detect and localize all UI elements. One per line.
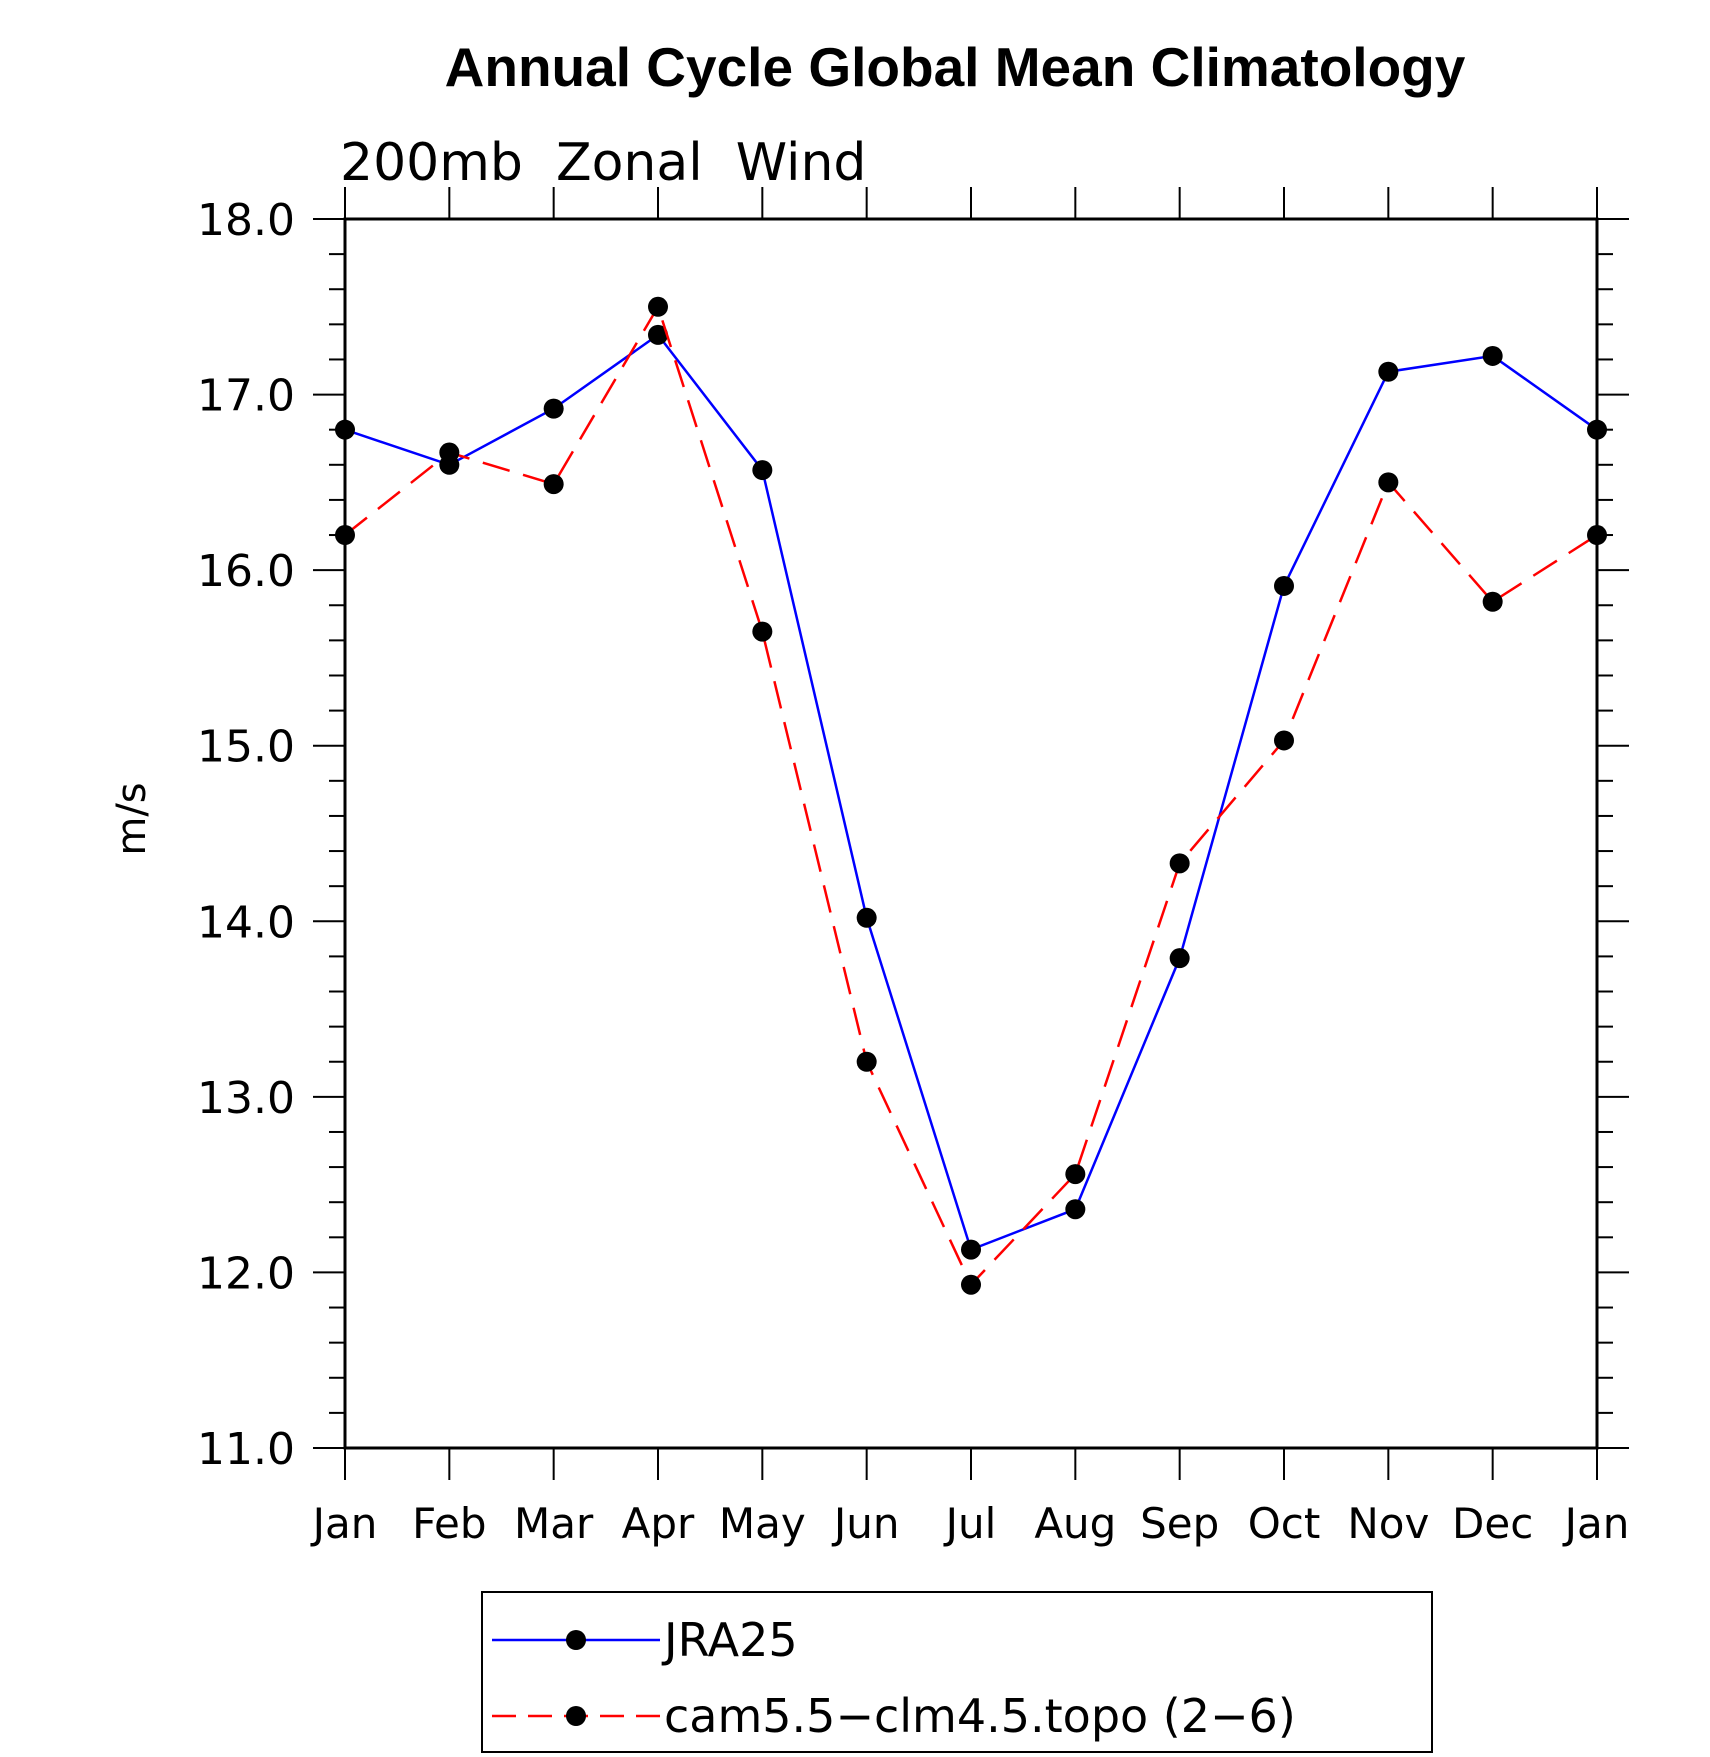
data-point	[1274, 730, 1294, 751]
data-point	[961, 1239, 981, 1260]
series-2	[335, 296, 1607, 1295]
data-point	[648, 324, 668, 345]
legend-box	[481, 1591, 1433, 1753]
chart-subtitle: 200mb Zonal Wind	[340, 133, 866, 193]
data-point	[1274, 575, 1294, 596]
x-tick-label: Mar	[514, 1499, 594, 1548]
x-tick-label: Feb	[412, 1499, 486, 1548]
y-tick-label: 17.0	[197, 371, 295, 422]
data-point	[752, 460, 773, 481]
data-point	[1378, 361, 1399, 382]
data-point	[543, 398, 564, 419]
x-tick-label: Dec	[1452, 1499, 1533, 1548]
legend-label: cam5.5−clm4.5.topo (2−6)	[664, 1689, 1296, 1743]
data-point	[1482, 345, 1503, 366]
y-tick-label: 11.0	[197, 1424, 295, 1475]
data-point	[335, 419, 355, 440]
data-point	[1378, 472, 1399, 493]
data-point	[856, 907, 877, 928]
x-tick-label: Aug	[1034, 1499, 1116, 1548]
y-tick-label: 14.0	[197, 897, 295, 948]
x-tick-label: Nov	[1347, 1499, 1429, 1548]
data-point	[856, 1051, 877, 1072]
x-tick-label: Jun	[831, 1499, 900, 1548]
data-point	[1065, 1164, 1086, 1185]
x-tick-label: Oct	[1248, 1499, 1321, 1548]
data-point	[961, 1274, 981, 1295]
data-point	[439, 442, 460, 463]
x-tick-label: Sep	[1140, 1499, 1219, 1548]
y-tick-label: 15.0	[197, 722, 295, 773]
series-layer	[335, 296, 1607, 1295]
legend-marker	[566, 1706, 586, 1726]
data-point	[1065, 1199, 1086, 1220]
plot-axes: 18.0 17.0 16.0 15.0 14.0 13.0 12.0 11.0 Jan Feb Ma…	[197, 187, 1629, 1548]
data-point	[752, 621, 773, 642]
series-1	[335, 324, 1607, 1260]
x-tick-label: Jul	[943, 1499, 997, 1548]
y-axis-label: m/s	[109, 782, 155, 855]
y-tick-label: 18.0	[197, 195, 295, 246]
x-tick-label: May	[719, 1499, 806, 1548]
x-tick-label: Apr	[622, 1499, 695, 1548]
series-line	[344, 303, 1598, 1287]
data-point	[1587, 419, 1607, 440]
data-point	[1169, 948, 1190, 969]
series-line	[344, 333, 1598, 1252]
legend-label: JRA25	[661, 1613, 798, 1667]
data-point	[1169, 853, 1190, 874]
data-point	[1482, 591, 1503, 612]
data-point	[335, 525, 355, 546]
legend: JRA25 cam5.5−clm4.5.topo (2−6)	[481, 1591, 1433, 1753]
data-point	[1587, 525, 1607, 546]
x-tick-label: Jan	[310, 1499, 378, 1548]
data-point	[543, 474, 564, 495]
legend-marker	[566, 1630, 586, 1650]
plot-frame	[343, 217, 1599, 1450]
y-tick-label: 13.0	[197, 1073, 295, 1124]
y-tick-label: 12.0	[197, 1248, 295, 1299]
x-tick-label: Jan	[1562, 1499, 1630, 1548]
data-point	[648, 296, 668, 317]
chart-title: Annual Cycle Global Mean Climatology	[445, 36, 1466, 98]
y-tick-label: 16.0	[197, 546, 295, 597]
